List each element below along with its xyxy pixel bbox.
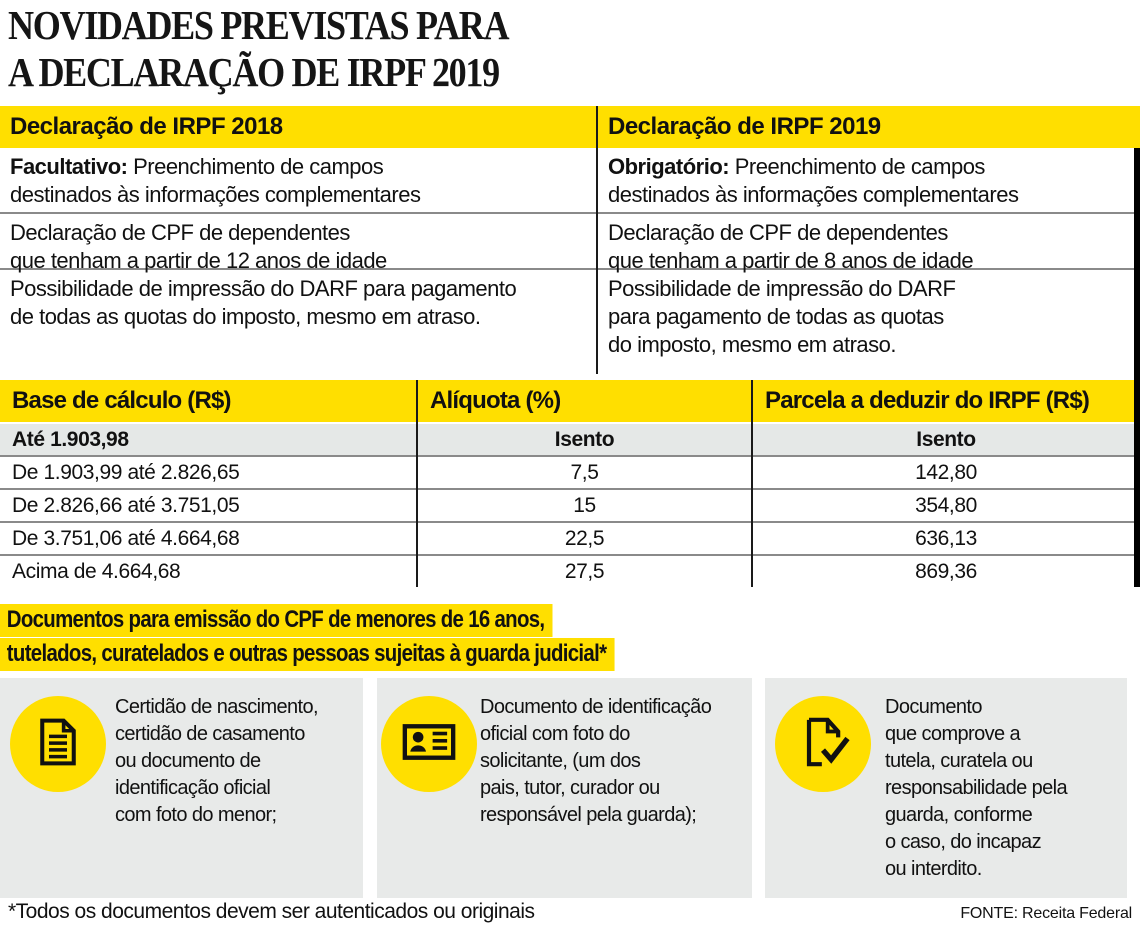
id-card-icon (400, 713, 458, 776)
cell-2019: Declaração de CPF de dependentes que ten… (608, 220, 974, 273)
table-row: Possibilidade de impressão do DARF para … (0, 268, 1140, 380)
table-row: De 1.903,99 até 2.826,65 7,5 142,80 (0, 455, 1140, 488)
right-border-bar (1134, 380, 1140, 587)
heading-line-2: tutelados, curatelados e outras pessoas … (0, 638, 615, 671)
cell-2019: Obrigatório: Preenchimento de campos des… (608, 154, 1019, 207)
icon-circle (381, 696, 477, 792)
document-box-guardianship-proof: Documento que comprove a tutela, curatel… (765, 678, 1127, 898)
tax-brackets-table: Base de cálculo (R$) Alíquota (%) Parcel… (0, 380, 1140, 590)
column-header-2018: Declaração de IRPF 2018 (0, 106, 597, 148)
table-row: Até 1.903,98 Isento Isento (0, 422, 1140, 455)
heading-line-1: Documentos para emissão do CPF de menore… (0, 604, 553, 637)
column-header-2019: Declaração de IRPF 2019 (597, 106, 1140, 148)
icon-circle (775, 696, 871, 792)
document-check-icon (795, 714, 851, 775)
right-border-bar (1134, 148, 1140, 380)
footnote: *Todos os documentos devem ser autentica… (8, 900, 535, 923)
icon-circle (10, 696, 106, 792)
source-credit: FONTE: Receita Federal (960, 905, 1132, 922)
documents-section-heading: Documentos para emissão do CPF de menore… (0, 604, 723, 671)
table-row: De 3.751,06 até 4.664,68 22,5 636,13 (0, 521, 1140, 554)
column-divider (751, 380, 753, 587)
document-box-text: Certidão de nascimento, certidão de casa… (115, 696, 319, 826)
document-box-text: Documento que comprove a tutela, curatel… (885, 696, 1068, 880)
column-header-aliquota: Alíquota (%) (430, 387, 561, 414)
page-title: NOVIDADES PREVISTAS PARA A DECLARAÇÃO DE… (8, 2, 510, 95)
cell-2018: Declaração de CPF de dependentes que ten… (10, 220, 387, 273)
cell-2019: Possibilidade de impressão do DARF para … (608, 276, 956, 357)
comparison-table: Declaração de IRPF 2018 Declaração de IR… (0, 106, 1140, 380)
documents-boxes: Certidão de nascimento, certidão de casa… (0, 678, 1140, 898)
document-box-birth-certificate: Certidão de nascimento, certidão de casa… (0, 678, 363, 898)
footer: *Todos os documentos devem ser autentica… (8, 900, 1132, 924)
table-row: Declaração de CPF de dependentes que ten… (0, 212, 1140, 273)
table-row: Facultativo: Preenchimento de campos des… (0, 148, 1140, 212)
cell-2018: Facultativo: Preenchimento de campos des… (10, 154, 421, 207)
document-lines-icon (31, 715, 85, 774)
table-row: Acima de 4.664,68 27,5 869,36 (0, 554, 1140, 587)
tax-table-header: Base de cálculo (R$) Alíquota (%) Parcel… (0, 380, 1140, 422)
cell-2018: Possibilidade de impressão do DARF para … (10, 276, 517, 329)
comparison-table-header: Declaração de IRPF 2018 Declaração de IR… (0, 106, 1140, 148)
column-divider (416, 380, 418, 587)
column-divider (596, 106, 598, 374)
column-header-parcela: Parcela a deduzir do IRPF (R$) (765, 387, 1090, 414)
column-header-base: Base de cálculo (R$) (12, 387, 232, 414)
document-box-official-id: Documento de identificação oficial com f… (377, 678, 752, 898)
table-row: De 2.826,66 até 3.751,05 15 354,80 (0, 488, 1140, 521)
document-box-text: Documento de identificação oficial com f… (480, 696, 712, 826)
